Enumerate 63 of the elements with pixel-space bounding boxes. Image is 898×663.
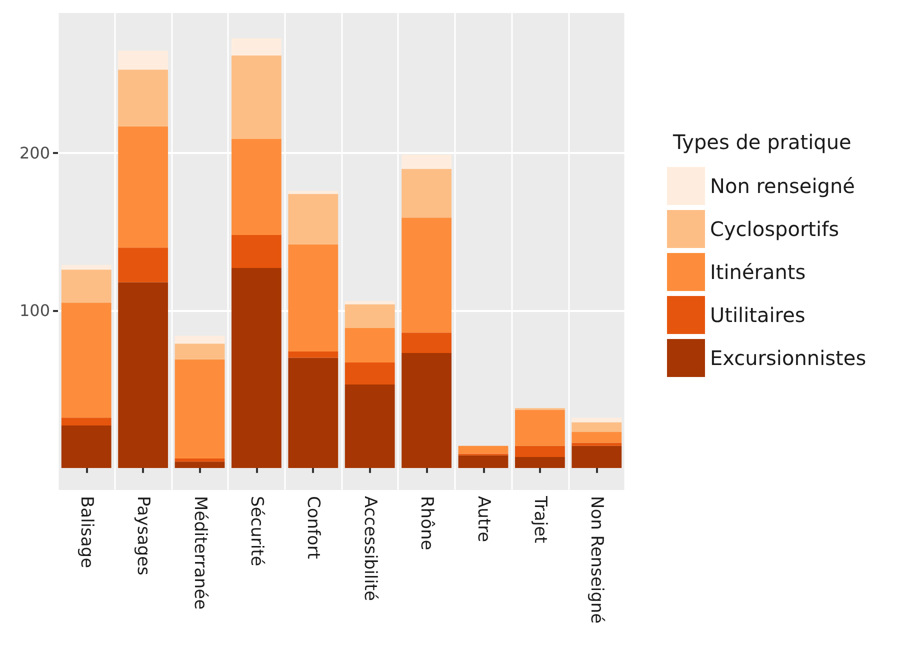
legend-title: Types de pratique	[672, 130, 852, 154]
bar	[402, 168, 452, 218]
x-tick-label: Balisage	[76, 496, 96, 568]
bar	[402, 332, 452, 354]
bar	[288, 190, 338, 194]
bar	[118, 126, 168, 248]
bar	[402, 218, 452, 333]
bar	[174, 359, 225, 459]
y-tick-label: 100	[19, 301, 50, 320]
bar	[402, 154, 452, 169]
bar	[515, 456, 565, 468]
x-tick-label: Paysages	[133, 496, 154, 576]
x-tick-label: Sécurité	[246, 496, 266, 566]
bar	[61, 264, 112, 270]
bar	[344, 384, 395, 468]
bar	[288, 194, 338, 244]
bar	[344, 304, 395, 328]
bar	[174, 462, 225, 468]
bar	[288, 358, 338, 468]
bar	[458, 446, 508, 454]
bar	[174, 344, 225, 360]
bar	[458, 455, 508, 468]
x-tick-label: Accessibilité	[360, 496, 380, 602]
bar	[118, 282, 168, 468]
bar	[174, 458, 225, 462]
x-tick-label: Trajet	[530, 495, 550, 544]
x-tick-label: Rhône	[416, 496, 437, 550]
bar	[232, 268, 282, 468]
bar	[232, 38, 282, 56]
legend-label: Excursionnistes	[710, 346, 866, 370]
bar	[344, 301, 395, 304]
bar	[61, 418, 112, 426]
bar	[232, 56, 282, 139]
bar	[344, 328, 395, 362]
bar	[572, 442, 622, 446]
bar	[61, 302, 112, 418]
bar	[572, 422, 622, 432]
bar	[118, 248, 168, 282]
bar	[344, 362, 395, 385]
bar	[61, 425, 112, 468]
x-tick-label: Confort	[303, 496, 324, 560]
bar	[232, 234, 282, 268]
bar	[288, 351, 338, 358]
bar	[232, 138, 282, 235]
bar	[118, 50, 168, 70]
bar	[118, 70, 168, 126]
bar	[515, 410, 565, 446]
legend-label: Non renseigné	[710, 174, 855, 198]
bar	[61, 270, 112, 303]
bar	[572, 418, 622, 422]
x-tick-label: Autre	[473, 496, 494, 542]
bar	[288, 244, 338, 352]
legend-label: Itinérants	[710, 260, 806, 284]
bar	[174, 336, 225, 344]
bar	[572, 446, 622, 468]
legend-label: Cyclosportifs	[710, 217, 840, 241]
x-tick-label: Méditerranée	[190, 496, 210, 610]
x-tick-label: Non Renseigné	[586, 496, 607, 624]
legend-label: Utilitaires	[710, 303, 806, 327]
bar	[572, 432, 622, 443]
bar	[515, 446, 565, 457]
y-tick-label: 200	[19, 144, 50, 163]
bar	[402, 353, 452, 468]
